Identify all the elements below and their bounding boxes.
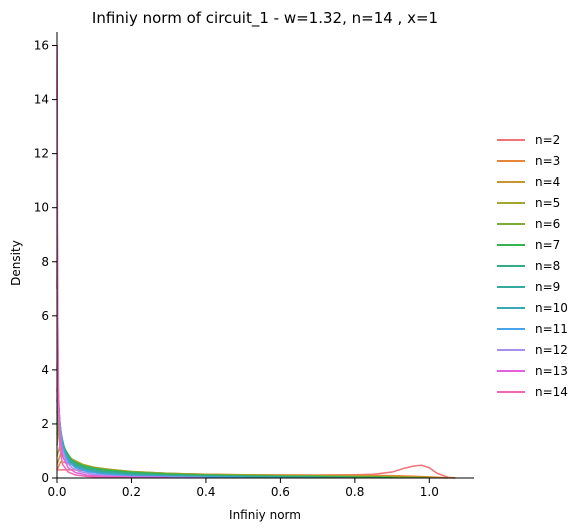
plot-area	[56, 44, 456, 479]
series-line-n-8	[56, 406, 355, 479]
y-tick-label: 16	[34, 39, 49, 53]
legend: n=2 n=3 n=4 n=5 n=6 n=7 n=8 n=9 n=10 n=11 n=12 n=13…	[497, 133, 568, 399]
series-line-n-9	[56, 396, 318, 479]
legend-label: n=13	[535, 364, 568, 378]
legend-label: n=4	[535, 175, 560, 189]
legend-item-n-9: n=9	[497, 280, 560, 294]
series-line-n-11	[56, 374, 244, 479]
legend-label: n=9	[535, 280, 560, 294]
legend-item-n-3: n=3	[497, 154, 560, 168]
series-line-n-13	[56, 233, 169, 479]
x-tick-label: 0.8	[345, 485, 364, 499]
y-tick-label: 12	[34, 147, 49, 161]
legend-label: n=6	[535, 217, 560, 231]
legend-item-n-10: n=10	[497, 301, 568, 315]
legend-label: n=12	[535, 343, 568, 357]
series-line-n-12	[56, 347, 206, 479]
series-line-n-10	[56, 385, 281, 479]
x-axis-ticks: 0.0 0.2 0.4 0.6 0.8 1.0	[47, 478, 439, 499]
legend-item-n-11: n=11	[497, 322, 568, 336]
x-tick-label: 0.2	[122, 485, 141, 499]
y-tick-label: 8	[41, 255, 49, 269]
y-tick-label: 14	[34, 93, 49, 107]
x-tick-label: 1.0	[420, 485, 439, 499]
x-axis-label: Infiniy norm	[229, 508, 301, 522]
legend-label: n=5	[535, 196, 560, 210]
series-line-n-14	[56, 44, 132, 479]
x-tick-label: 0.4	[196, 485, 215, 499]
y-axis-ticks: 0 2 4 6 8 10 12 14 16	[34, 39, 57, 485]
legend-item-n-4: n=4	[497, 175, 560, 189]
y-tick-label: 6	[41, 309, 49, 323]
legend-item-n-8: n=8	[497, 259, 560, 273]
x-tick-label: 0.6	[271, 485, 290, 499]
legend-label: n=11	[535, 322, 568, 336]
y-tick-label: 10	[34, 201, 49, 215]
chart-title: Infiniy norm of circuit_1 - w=1.32, n=14…	[92, 9, 438, 28]
legend-item-n-7: n=7	[497, 238, 560, 252]
x-tick-label: 0.0	[47, 485, 66, 499]
legend-item-n-13: n=13	[497, 364, 568, 378]
legend-label: n=10	[535, 301, 568, 315]
legend-item-n-5: n=5	[497, 196, 560, 210]
y-tick-label: 4	[41, 363, 49, 377]
y-axis-label: Density	[9, 240, 23, 286]
legend-item-n-6: n=6	[497, 217, 560, 231]
legend-label: n=8	[535, 259, 560, 273]
legend-item-n-2: n=2	[497, 133, 560, 147]
legend-label: n=14	[535, 385, 568, 399]
legend-label: n=2	[535, 133, 560, 147]
legend-label: n=7	[535, 238, 560, 252]
y-tick-label: 0	[41, 471, 49, 485]
legend-item-n-14: n=14	[497, 385, 568, 399]
legend-label: n=3	[535, 154, 560, 168]
y-tick-label: 2	[41, 417, 49, 431]
legend-item-n-12: n=12	[497, 343, 568, 357]
